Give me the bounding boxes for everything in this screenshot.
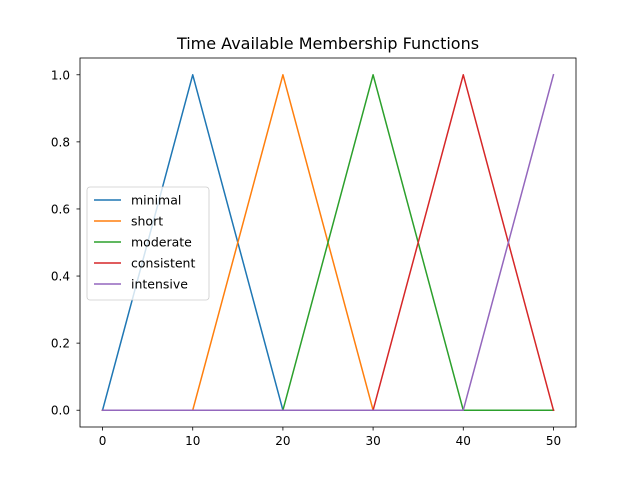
legend-label-minimal: minimal	[131, 193, 181, 208]
legend-label-moderate: moderate	[131, 235, 192, 250]
x-tick-label: 10	[185, 434, 200, 448]
legend-label-short: short	[131, 214, 163, 229]
y-tick-label: 0.2	[51, 337, 70, 351]
y-tick-label: 1.0	[51, 68, 70, 82]
x-tick-label: 40	[456, 434, 471, 448]
legend-label-intensive: intensive	[131, 277, 188, 292]
y-tick-label: 0.6	[51, 202, 70, 216]
x-tick-label: 30	[365, 434, 380, 448]
legend-box	[86, 186, 210, 301]
series-line-intensive	[101, 73, 555, 411]
legend: minimal short moderate consistent intensive	[86, 186, 210, 301]
axes-frame	[79, 57, 577, 428]
chart-title: Time Available Membership Functions	[176, 34, 479, 53]
legend-label-consistent: consistent	[131, 256, 195, 271]
y-tick-label: 0.0	[51, 404, 70, 418]
axes: 0 10 20 30 40 50 0.0 0.2 0.4 0.6 0.8 1.0	[51, 57, 577, 448]
plot-area	[101, 73, 555, 412]
x-tick-label: 0	[99, 434, 107, 448]
x-tick-label: 20	[275, 434, 290, 448]
x-tick-label: 50	[546, 434, 561, 448]
y-tick-label: 0.4	[51, 270, 70, 284]
y-tick-label: 0.8	[51, 135, 70, 149]
